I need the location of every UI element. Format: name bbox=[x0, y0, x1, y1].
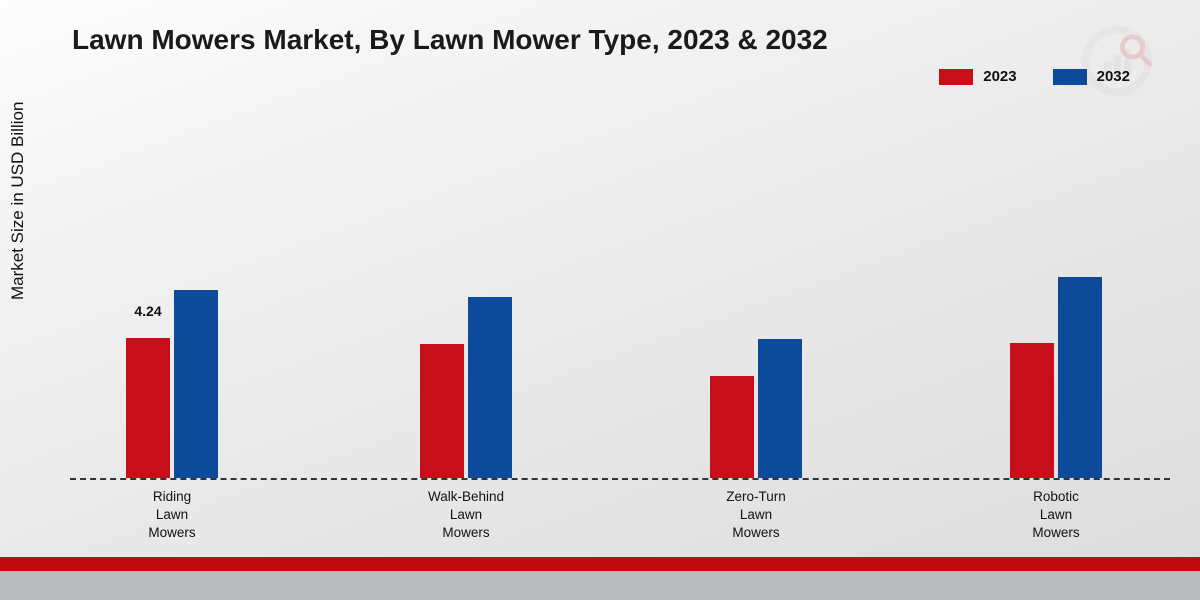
chart-title: Lawn Mowers Market, By Lawn Mower Type, … bbox=[72, 24, 828, 56]
legend-item-2032: 2032 bbox=[1053, 68, 1130, 85]
legend: 2023 2032 bbox=[939, 68, 1130, 85]
bar-group-zero bbox=[710, 339, 802, 478]
chart-canvas: Lawn Mowers Market, By Lawn Mower Type, … bbox=[0, 0, 1200, 600]
bar-walk-2032 bbox=[468, 297, 512, 479]
bar-zero-2032 bbox=[758, 339, 802, 478]
x-label-walk: Walk-BehindLawnMowers bbox=[406, 488, 526, 543]
plot-area: 4.24 bbox=[70, 110, 1170, 480]
footer-red-bar bbox=[0, 557, 1200, 571]
y-axis-label: Market Size in USD Billion bbox=[8, 102, 28, 300]
bar-riding-2032 bbox=[174, 290, 218, 478]
legend-item-2023: 2023 bbox=[939, 68, 1016, 85]
bar-zero-2023 bbox=[710, 376, 754, 478]
footer-gray-bar bbox=[0, 571, 1200, 600]
footer-bars bbox=[0, 557, 1200, 600]
bar-robotic-2032 bbox=[1058, 277, 1102, 478]
x-label-riding: RidingLawnMowers bbox=[112, 488, 232, 543]
legend-swatch-2023 bbox=[939, 69, 973, 85]
value-label-riding-2023: 4.24 bbox=[134, 303, 161, 319]
bar-riding-2023 bbox=[126, 338, 170, 478]
bar-robotic-2023 bbox=[1010, 343, 1054, 478]
x-label-zero: Zero-TurnLawnMowers bbox=[696, 488, 816, 543]
legend-label-2023: 2023 bbox=[983, 68, 1016, 85]
bar-walk-2023 bbox=[420, 344, 464, 478]
bar-group-robotic bbox=[1010, 277, 1102, 478]
x-label-robotic: RoboticLawnMowers bbox=[996, 488, 1116, 543]
legend-swatch-2032 bbox=[1053, 69, 1087, 85]
bar-group-walk bbox=[420, 297, 512, 479]
legend-label-2032: 2032 bbox=[1097, 68, 1130, 85]
watermark-logo-icon bbox=[1078, 22, 1156, 100]
